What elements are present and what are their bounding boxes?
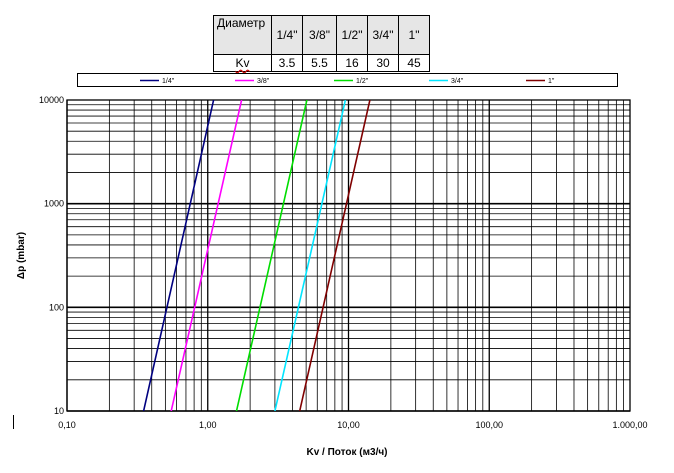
plot-frame [66, 99, 631, 412]
series-line [298, 100, 371, 411]
table-header-label: Диаметр [213, 15, 272, 55]
x-tick-label: 0,10 [58, 420, 76, 430]
x-tick-label: 10,00 [337, 420, 360, 430]
legend-label: 3/4" [451, 78, 464, 85]
y-tick-label: 10 [54, 406, 64, 416]
legend-label: 1/4" [162, 78, 175, 85]
table-kv-cell: 16 [336, 54, 368, 72]
x-tick-label: 1,00 [199, 420, 217, 430]
series-line [170, 100, 243, 411]
chart-legend [77, 73, 618, 87]
legend-label: 3/8" [257, 78, 270, 85]
table-kv-cell: 3.5 [271, 54, 303, 72]
table-kv-cell: 45 [398, 54, 430, 72]
margin-marker [13, 415, 14, 429]
table-kv-label-cell: Kv [213, 54, 272, 72]
y-tick-label: 10000 [39, 95, 64, 105]
table-kv-cell: 30 [367, 54, 399, 72]
table-size-cell: 1" [398, 15, 430, 55]
legend-label: 1/2" [356, 78, 369, 85]
table-size-cell: 3/4" [367, 15, 399, 55]
x-axis-title: Kv / Поток (м3/ч) [306, 447, 387, 458]
x-tick-label: 100,00 [475, 420, 503, 430]
series-line [142, 100, 215, 411]
y-axis-title: Δp (mbar) [16, 232, 27, 279]
y-tick-label: 100 [49, 302, 64, 312]
x-tick-label: 1.000,00 [612, 420, 647, 430]
kv-table: Диаметр 1/4" 3/8" 1/2" 3/4" 1" Kv 3.5 5.… [213, 15, 430, 72]
y-tick-label: 1000 [44, 199, 64, 209]
legend-label: 1" [548, 78, 555, 85]
series-line [274, 100, 347, 411]
table-kv-cell: 5.5 [302, 54, 337, 72]
series-line [235, 100, 308, 411]
table-kv-label: Kv [235, 56, 250, 70]
